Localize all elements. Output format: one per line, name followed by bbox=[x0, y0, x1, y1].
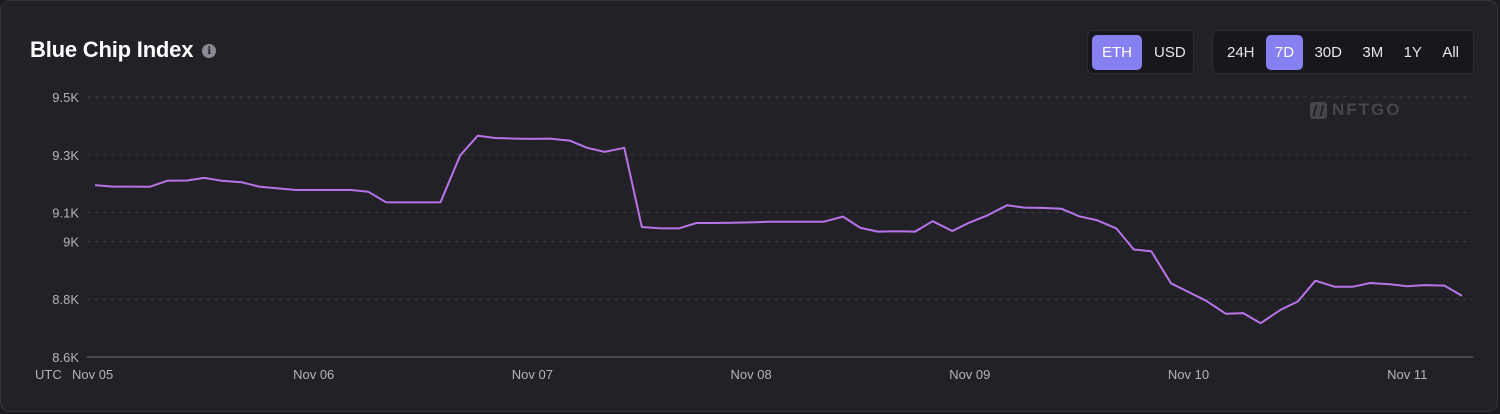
x-tick-label: Nov 08 bbox=[730, 367, 771, 382]
x-axis: UTC Nov 05 Nov 06 Nov 07 Nov 08 Nov 09 Nov 10 N… bbox=[35, 367, 1427, 382]
time-range-toggle: 24H 7D 30D 3M 1Y All bbox=[1212, 30, 1474, 74]
y-tick-label: 9.1K bbox=[52, 206, 79, 221]
currency-toggle: ETH USD bbox=[1087, 30, 1194, 74]
grid-layer bbox=[87, 96, 1473, 358]
y-tick-label: 9.5K bbox=[52, 90, 79, 105]
info-icon[interactable]: i bbox=[202, 44, 217, 58]
timezone-label: UTC bbox=[35, 367, 62, 382]
watermark-text: NFTGO bbox=[1332, 100, 1402, 119]
x-tick-label: Nov 09 bbox=[949, 367, 990, 382]
x-tick-label: Nov 10 bbox=[1168, 367, 1209, 382]
range-all-button[interactable]: All bbox=[1442, 43, 1459, 61]
range-24h-button[interactable]: 24H bbox=[1227, 43, 1255, 61]
series-layer bbox=[94, 134, 1463, 325]
nftgo-logo-icon bbox=[1310, 101, 1327, 119]
x-tick-label: Nov 06 bbox=[293, 367, 334, 382]
y-tick-label: 8.6K bbox=[52, 350, 79, 365]
range-7d-button[interactable]: 7D bbox=[1265, 34, 1304, 70]
nftgo-watermark: NFTGO bbox=[1310, 100, 1402, 120]
y-tick-label: 8.8K bbox=[52, 292, 79, 307]
title-group: Blue Chip Index i bbox=[30, 37, 217, 63]
y-axis: 8.6K 8.8K 9K 9.1K 9.3K 9.5K bbox=[52, 90, 79, 365]
x-tick-label: Nov 07 bbox=[512, 367, 553, 382]
x-tick-label: Nov 11 bbox=[1387, 367, 1427, 382]
range-30d-button[interactable]: 30D bbox=[1314, 43, 1342, 61]
y-tick-label: 9K bbox=[63, 234, 79, 249]
series-line[interactable] bbox=[94, 134, 1463, 325]
range-3m-button[interactable]: 3M bbox=[1362, 43, 1384, 61]
page-title: Blue Chip Index bbox=[30, 37, 194, 62]
currency-eth-button[interactable]: ETH bbox=[1092, 34, 1142, 70]
currency-usd-button[interactable]: USD bbox=[1154, 43, 1186, 61]
range-1y-button[interactable]: 1Y bbox=[1403, 43, 1422, 61]
y-tick-label: 9.3K bbox=[52, 148, 79, 163]
x-tick-label: Nov 05 bbox=[72, 367, 113, 382]
